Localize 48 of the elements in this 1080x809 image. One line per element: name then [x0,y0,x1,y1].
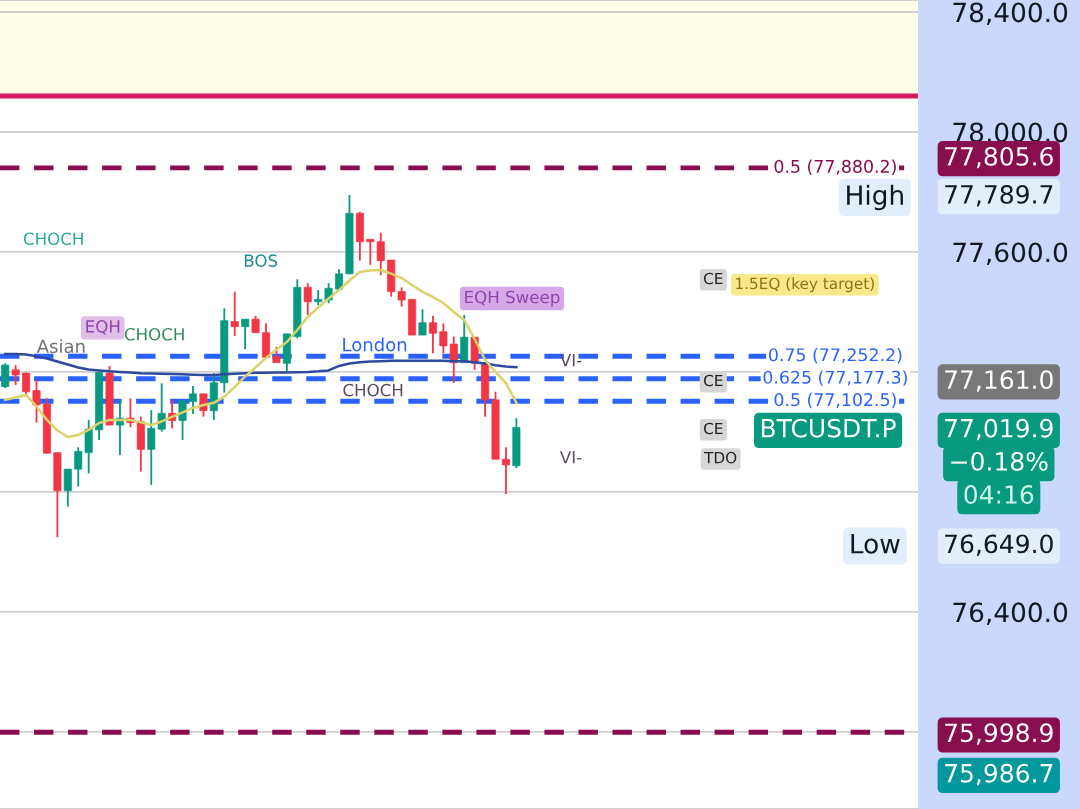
ref-line-label: 0.5 (77,880.2) [774,159,896,175]
annotation: VI- [559,354,582,367]
text: 77,019.9 [945,418,1053,441]
y-tick-label: 76,400.0 [953,602,1068,626]
annotation: VI- [559,451,582,464]
candlestick [63,468,72,508]
annotation: CE [703,374,723,387]
annotation: CHOCH [124,327,184,341]
annotation: EQH [86,320,120,335]
candlestick [418,308,427,336]
candlestick [1,362,10,390]
annotation: Low [851,534,900,554]
annotation: BTCUSDT.P [761,418,896,438]
y-tick-label: 78,400.0 [953,2,1068,26]
ref-line-label: 0.75 (77,252.2) [769,347,902,364]
annotation: CHOCH [23,232,83,246]
candlestick [241,318,250,351]
candlestick [501,446,510,495]
annotation: BOS [244,254,278,267]
text: 77,161.0 [945,370,1053,392]
candlestick [115,398,124,456]
annotation: Asian [36,339,85,354]
candlestick [188,385,197,415]
text: 76,649.0 [945,534,1053,556]
ref-line-label: 0.625 (77,177.3) [763,370,907,386]
annotation: EQH Sweep [465,290,560,307]
text: 04:16 [964,485,1034,504]
annotation: CE [703,422,723,435]
annotation: CHOCH [343,383,403,397]
candlestick [303,282,312,316]
annotation: London [343,337,407,352]
candlestick [428,314,437,355]
candlestick [11,364,20,386]
text: 75,998.9 [945,723,1053,745]
text: 77,789.7 [945,184,1053,207]
text: −0.18% [951,451,1048,471]
candlestick [230,290,239,337]
annotation: 1.5EQ (key target) [736,277,874,293]
text: 75,986.7 [945,763,1053,786]
annotation: TDO [704,451,737,464]
candlestick [178,399,187,441]
annotation: CE [703,272,723,285]
annotation: High [847,184,903,211]
y-tick-label: 77,600.0 [953,242,1068,266]
candlestick [397,286,406,308]
text: 77,805.6 [945,146,1053,169]
ref-line-label: 0.5 (77,102.5) [774,392,896,409]
candlestick [32,379,41,424]
